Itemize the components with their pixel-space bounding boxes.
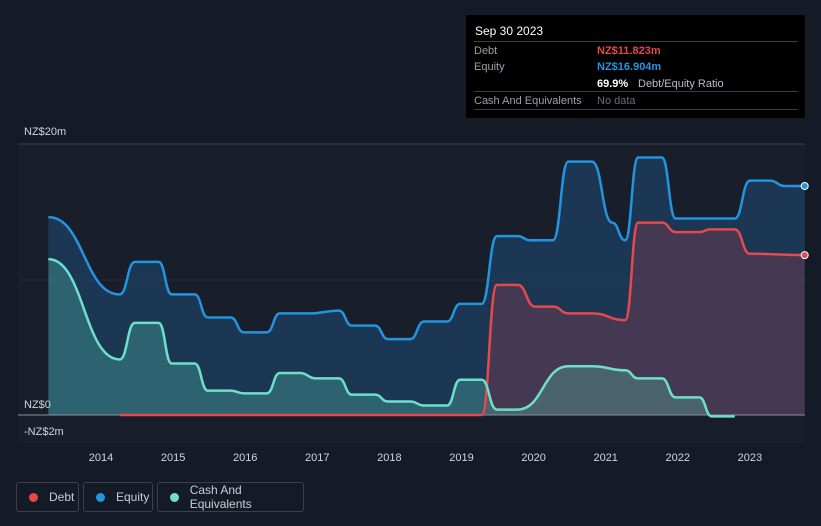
x-tick-label: 2016	[233, 452, 257, 464]
legend-debt[interactable]: Debt	[16, 482, 79, 512]
debt-line	[119, 221, 805, 417]
legend-equity-label: Equity	[116, 490, 150, 504]
plot-background	[18, 144, 805, 443]
equity-area	[48, 157, 805, 416]
tooltip: Sep 30 2023 Debt NZ$11.823m Equity NZ$16…	[466, 15, 805, 118]
legend-debt-label: Debt	[49, 490, 75, 504]
tooltip-debt-value: NZ$11.823m	[597, 45, 661, 57]
x-tick-label: 2015	[161, 452, 185, 464]
x-tick-label: 2019	[449, 452, 473, 464]
legend-cash[interactable]: Cash And Equivalents	[157, 482, 304, 512]
tooltip-cash-value: No data	[597, 95, 636, 107]
tooltip-date: Sep 30 2023	[475, 24, 544, 38]
x-tick-label: 2023	[738, 452, 762, 464]
x-tick-label: 2020	[521, 452, 545, 464]
cash-and-equivalents-line	[48, 257, 735, 418]
tooltip-equity-row: Equity NZ$16.904m	[474, 58, 798, 75]
equity-end-marker[interactable]	[800, 182, 809, 191]
tooltip-ratio-value: 69.9%	[597, 78, 629, 90]
legend-cash-label: Cash And Equivalents	[189, 483, 252, 511]
x-tick-label: 2014	[89, 452, 113, 464]
equity-dot-icon	[96, 492, 105, 502]
y-label-zero: NZ$0	[24, 399, 51, 411]
tooltip-debt-label: Debt	[474, 45, 498, 57]
debt-dot-icon	[29, 492, 38, 502]
tooltip-cash-label: Cash And Equivalents	[474, 95, 582, 107]
cash-dot-icon	[170, 492, 179, 502]
x-tick-label: 2021	[593, 452, 617, 464]
tooltip-cash-row: Cash And Equivalents No data	[474, 91, 798, 110]
tooltip-ratio-row: 69.9% Debt/Equity Ratio	[474, 75, 798, 92]
x-tick-label: 2017	[305, 452, 329, 464]
x-tick-label: 2018	[377, 452, 401, 464]
y-label-top: NZ$20m	[24, 126, 66, 138]
cash-and-equivalents-area	[48, 259, 735, 417]
y-label-bottom: -NZ$2m	[24, 426, 64, 438]
tooltip-debt-row: Debt NZ$11.823m	[474, 41, 798, 59]
debt-end-marker[interactable]	[800, 251, 809, 260]
equity-line	[48, 156, 805, 341]
tooltip-ratio-label: Debt/Equity Ratio	[638, 78, 724, 90]
debt-area	[119, 222, 805, 415]
legend-equity[interactable]: Equity	[83, 482, 153, 512]
x-tick-label: 2022	[666, 452, 690, 464]
tooltip-equity-value: NZ$16.904m	[597, 61, 662, 73]
tooltip-equity-label: Equity	[474, 61, 505, 73]
